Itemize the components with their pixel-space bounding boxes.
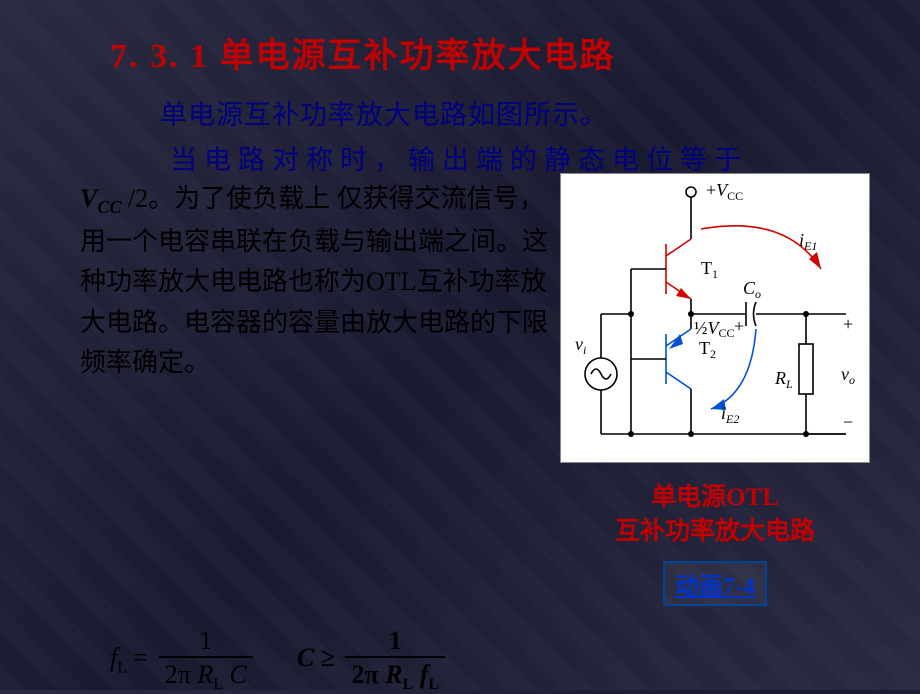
- vcc-label: +VCC: [706, 180, 743, 203]
- vi-label: vi: [575, 334, 586, 357]
- formulas-row: fL = 1 2π RL C C ≥ 1 2π RL fL: [110, 626, 880, 694]
- caption-l1: 单电源OTL: [615, 481, 815, 515]
- vcc-sub: CC: [97, 197, 121, 217]
- formula-c: C ≥ 1 2π RL fL: [297, 626, 449, 694]
- t2-label: T2: [699, 338, 716, 361]
- rl-label: RL: [774, 368, 793, 391]
- animation-link[interactable]: 动画7-4: [663, 561, 767, 606]
- co-label: Co: [743, 278, 761, 301]
- ie1-label: iE1: [799, 230, 817, 253]
- ie2-label: iE2: [721, 403, 739, 426]
- vcc-terminal: [686, 187, 696, 197]
- half-vcc: ½VCC: [694, 318, 735, 340]
- slide: 7. 3. 1 单电源互补功率放大电路 单电源互补功率放大电路如图所示。 当电路…: [0, 0, 920, 690]
- vo-label: vo: [841, 364, 855, 387]
- ie2-path: [711, 329, 756, 409]
- circuit-diagram: +VCC T1 T2 vi: [560, 173, 870, 463]
- body-prefix-tail: /2。为了使负载上: [121, 184, 330, 213]
- vo-minus: −: [843, 412, 853, 432]
- vo-plus: +: [843, 314, 853, 334]
- section-title: 7. 3. 1 单电源互补功率放大电路: [110, 28, 880, 77]
- vcc-var: V: [80, 184, 97, 213]
- intro-line: 单电源互补功率放大电路如图所示。: [160, 93, 880, 132]
- intro-line-2: 当电路对称时，输出端的静态电位等于: [170, 138, 880, 177]
- rl-resistor: [799, 344, 813, 394]
- t1-label: T1: [701, 258, 718, 281]
- figure-area: +VCC T1 T2 vi: [560, 173, 870, 606]
- caption-l2: 互补功率放大电路: [615, 515, 815, 549]
- formula-fl: fL = 1 2π RL C: [110, 626, 257, 694]
- cap-plus: +: [734, 316, 744, 336]
- circuit-svg: +VCC T1 T2 vi: [561, 174, 871, 464]
- body-paragraph: VCC /2。为了使负载上 仅获得交流信号，用一个电容串联在负载与输出端之间。这…: [80, 179, 550, 383]
- content-row: VCC /2。为了使负载上 仅获得交流信号，用一个电容串联在负载与输出端之间。这…: [40, 179, 880, 606]
- figure-caption: 单电源OTL 互补功率放大电路: [615, 481, 815, 549]
